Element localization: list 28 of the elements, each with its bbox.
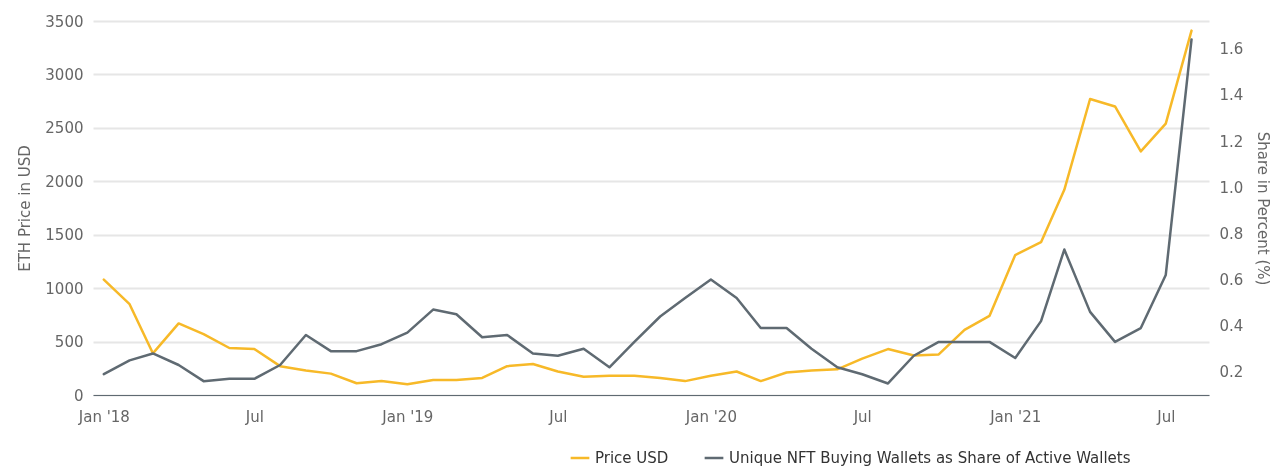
- x-tick-label: Jul: [548, 407, 568, 426]
- y2-tick-label: 0.4: [1219, 317, 1244, 336]
- y2-tick-label: 1.4: [1219, 86, 1244, 105]
- x-tick-label: Jul: [852, 407, 872, 426]
- y2-axis-title: Share in Percent (%): [1254, 131, 1273, 286]
- y-tick-label: 0: [73, 386, 84, 405]
- y-tick-label: 2000: [45, 172, 84, 191]
- x-tick-label: Jan '20: [684, 407, 737, 426]
- y-tick-label: 1500: [45, 226, 84, 245]
- y-tick-label: 1000: [45, 279, 84, 298]
- x-tick-label: Jul: [1156, 407, 1176, 426]
- y2-tick-label: 1.6: [1219, 40, 1244, 59]
- legend-label: Unique NFT Buying Wallets as Share of Active Wallets: [729, 449, 1131, 467]
- y-axis-title: ETH Price in USD: [16, 145, 35, 272]
- y-tick-label: 2500: [45, 119, 84, 138]
- x-tick-label: Jan '19: [381, 407, 434, 426]
- y2-tick-label: 1.0: [1219, 178, 1244, 197]
- x-tick-label: Jul: [244, 407, 264, 426]
- x-tick-label: Jan '18: [77, 407, 130, 426]
- y2-tick-label: 0.6: [1219, 271, 1244, 290]
- y-tick-label: 500: [54, 333, 84, 352]
- legend-label: Price USD: [595, 449, 669, 467]
- y2-tick-label: 1.2: [1219, 132, 1244, 151]
- x-tick-label: Jan '21: [989, 407, 1042, 426]
- y-tick-label: 3500: [45, 12, 84, 31]
- y-tick-label: 3000: [45, 65, 84, 84]
- y2-tick-label: 0.2: [1219, 363, 1244, 382]
- y2-tick-label: 0.8: [1219, 224, 1244, 243]
